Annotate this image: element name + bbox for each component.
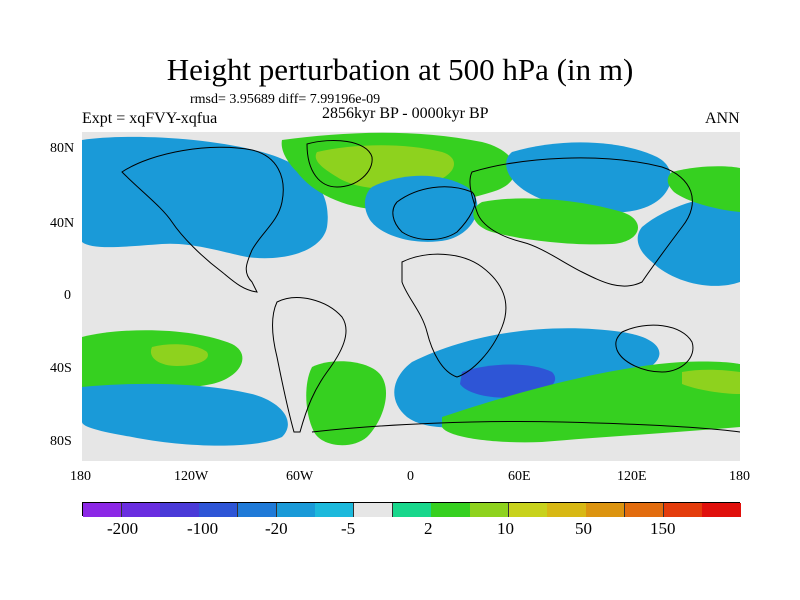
lon-tick-label: 120E <box>617 469 647 484</box>
southern-ocean-negative <box>82 383 288 446</box>
lat-tick-label: 0 <box>64 288 71 303</box>
north-atlantic-positive-outer <box>667 166 740 212</box>
map-canvas <box>82 132 740 461</box>
experiment-label: Expt = xqFVY-xqfua <box>82 110 218 127</box>
colorbar-label: -200 <box>107 519 139 538</box>
europe-negative <box>364 175 478 242</box>
antarctica-coastline <box>311 420 740 433</box>
colorbar-swatch <box>663 503 703 517</box>
lon-tick-label: 0 <box>407 469 414 484</box>
colorbar-swatch <box>121 503 161 517</box>
season-label: ANN <box>705 110 740 127</box>
colorbar-swatch <box>199 503 239 517</box>
colorbar-swatch <box>392 503 432 517</box>
colorbar-swatch <box>315 503 355 517</box>
europe-negative <box>460 364 556 398</box>
colorbar-label: 50 <box>575 519 592 538</box>
colorbar-swatch <box>83 503 123 517</box>
map-panel <box>82 132 740 461</box>
australia-coastline <box>615 324 694 373</box>
colorbar-swatch <box>353 503 394 517</box>
north-atlantic-positive <box>150 344 208 366</box>
colorbar-swatch <box>431 503 471 517</box>
south-america-coastline <box>272 297 347 433</box>
colorbar-label: -100 <box>187 519 219 538</box>
coastlines <box>121 139 740 433</box>
asia-coastline <box>469 157 693 287</box>
colorbar-label: 2 <box>424 519 433 538</box>
colorbar-label: 10 <box>497 519 514 538</box>
colorbar-swatch <box>586 503 626 517</box>
antarctic-rim-positive <box>442 361 740 443</box>
africa-coastline <box>401 253 507 378</box>
north-pacific-negative <box>637 195 740 286</box>
period-label: 2856kyr BP - 0000kyr BP <box>322 105 489 122</box>
north-atlantic-positive-outer <box>473 198 639 245</box>
north-pacific-negative <box>506 142 671 213</box>
north-pacific-negative <box>82 136 328 259</box>
plot-title: Height perturbation at 500 hPa (in m) <box>166 52 634 87</box>
colorbar <box>82 502 742 517</box>
north-america-coastline <box>121 146 284 293</box>
colorbar-swatch <box>508 503 548 517</box>
lat-tick-label: 80S <box>50 434 72 449</box>
colorbar-label: -5 <box>341 519 356 538</box>
stats-text: rmsd= 3.95689 diff= 7.99196e-09 <box>190 92 381 107</box>
colorbar-label: 150 <box>650 519 676 538</box>
greenland-coastline <box>306 139 373 188</box>
colorbar-swatch <box>702 503 742 517</box>
south-pacific-positive <box>306 361 387 446</box>
colorbar-label: -20 <box>265 519 288 538</box>
lon-tick-label: 60E <box>508 469 531 484</box>
europe-coastline <box>392 186 476 240</box>
lon-tick-label: 180 <box>729 469 750 484</box>
lon-tick-label: 120W <box>174 469 209 484</box>
colorbar-swatch <box>547 503 587 517</box>
lon-tick-label: 180 <box>70 469 91 484</box>
lat-tick-label: 80N <box>50 141 75 156</box>
lat-tick-label: 40N <box>50 216 75 231</box>
north-atlantic-positive <box>682 369 740 394</box>
colorbar-swatch <box>237 503 278 517</box>
colorbar-swatch <box>276 503 316 517</box>
colorbar-swatch <box>470 503 510 517</box>
lon-tick-label: 60W <box>286 469 314 484</box>
colorbar-swatch <box>624 503 665 517</box>
lat-tick-label: 40S <box>50 361 72 376</box>
colorbar-swatch <box>160 503 200 517</box>
